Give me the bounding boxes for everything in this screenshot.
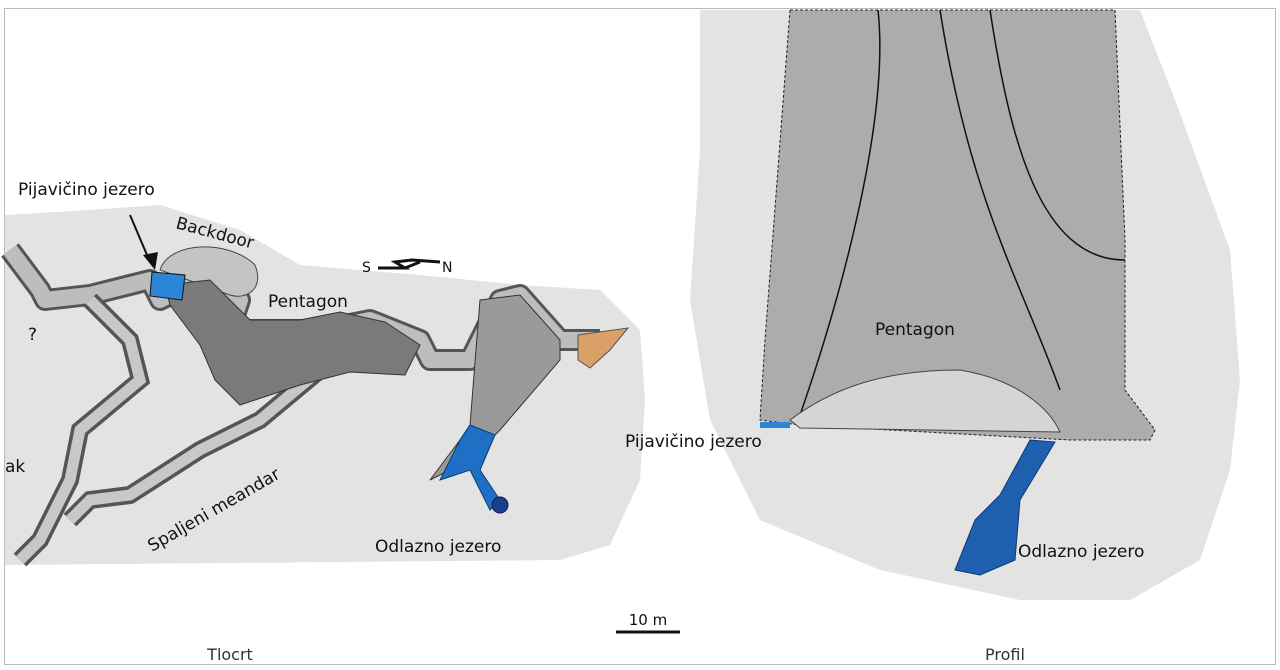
profile-lake xyxy=(760,422,790,428)
label: Odlazno jezero xyxy=(375,537,501,557)
compass-n: N xyxy=(442,260,452,276)
label: Pentagon xyxy=(268,292,348,312)
label: ? xyxy=(28,325,37,345)
compass-s: S xyxy=(362,260,371,276)
label: Odlazno jezero xyxy=(1018,542,1144,562)
caption: Profil xyxy=(985,645,1025,664)
label: Pijavičino jezero xyxy=(625,432,762,452)
scale-label: 10 m xyxy=(629,611,667,629)
cave-map: Pijavičino jezero Backdoor S N Pentagon … xyxy=(0,0,1280,666)
label: Pentagon xyxy=(875,320,955,340)
lake-west xyxy=(150,272,185,300)
sump xyxy=(492,497,508,513)
caption: Tlocrt xyxy=(206,645,253,664)
label: ak xyxy=(5,457,25,477)
label: Pijavičino jezero xyxy=(18,180,155,200)
